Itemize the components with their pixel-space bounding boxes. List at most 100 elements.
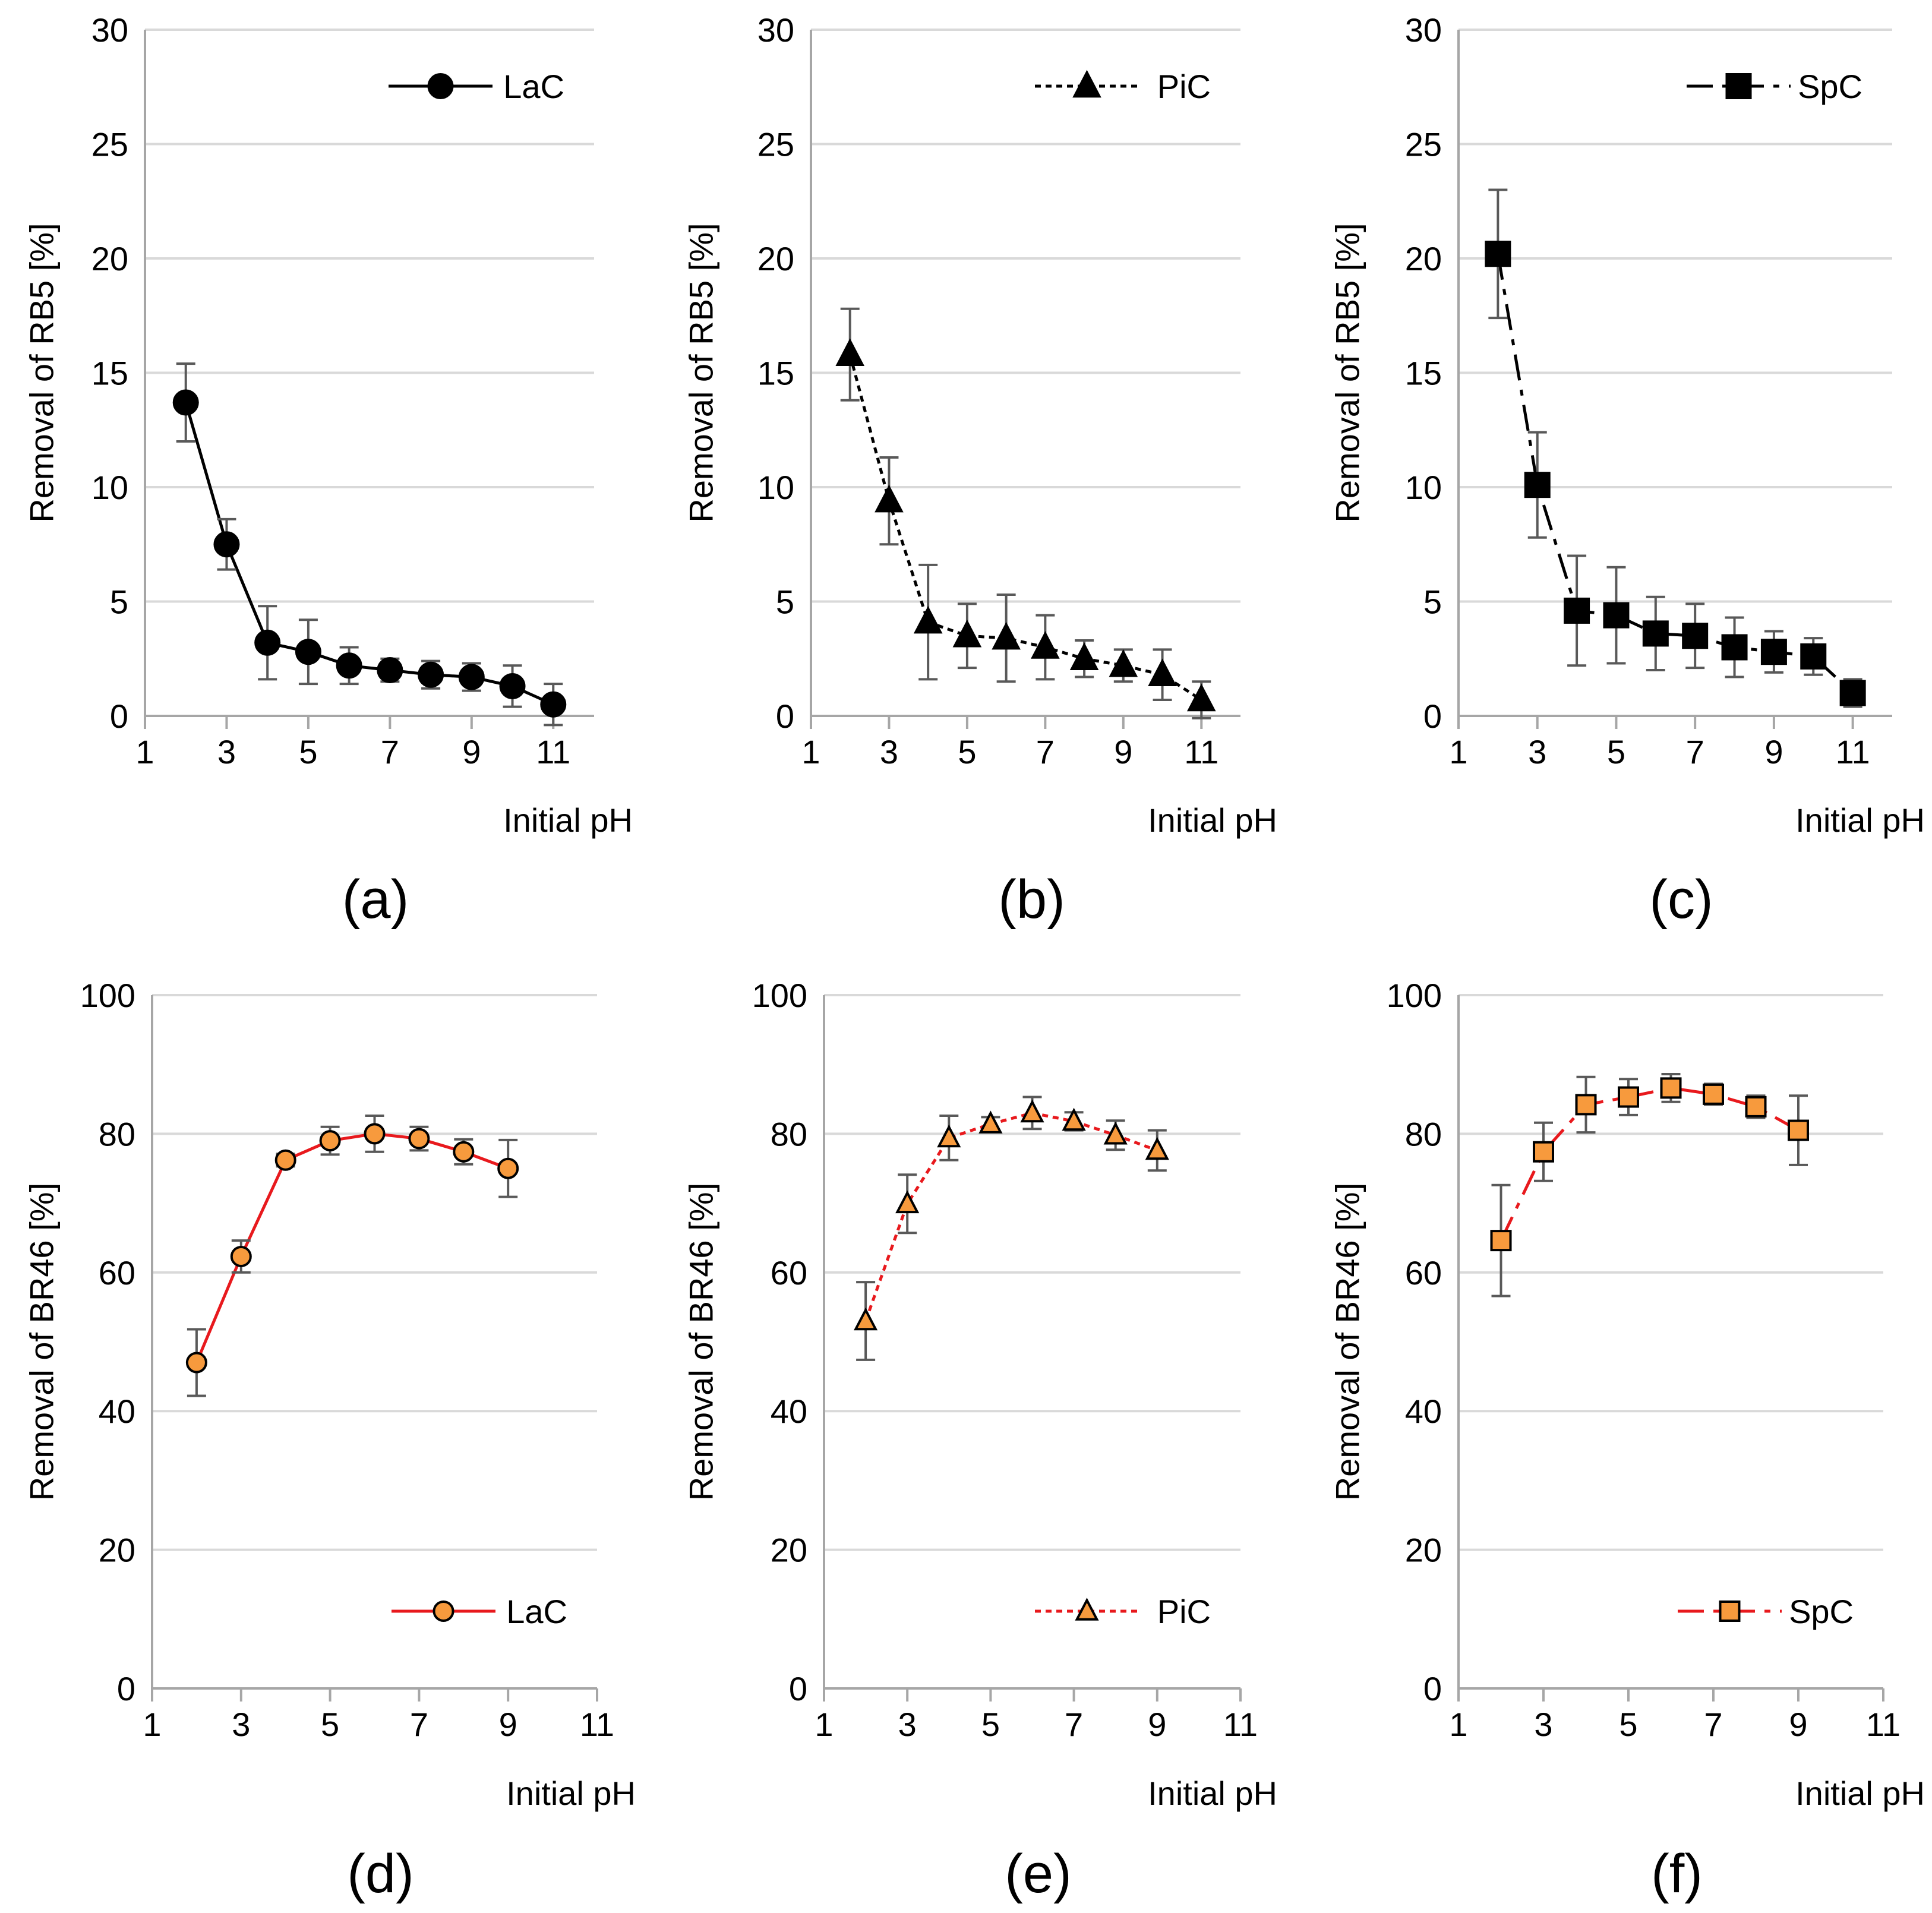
data-point [213,531,240,558]
y-tick-label: 40 [1405,1393,1442,1430]
data-point [1485,241,1511,267]
chart-panel-a: 0 5 10 15 20 25 30 1 3 5 7 9 11 Initial pH Removal of … [23,11,633,930]
legend: LaC [392,1593,567,1630]
x-tick-label: 3 [232,1706,250,1743]
y-tick-label: 30 [757,11,794,49]
x-axis-title: Initial pH [503,801,633,839]
data-point [185,1352,207,1374]
x-tick-label: 5 [981,1706,1000,1743]
data-point [499,673,526,699]
data-point [1603,602,1630,629]
data-point [1788,1119,1809,1141]
y-tick-label: 20 [1405,1532,1442,1569]
legend: SpC [1678,1593,1854,1630]
data-point [418,661,444,688]
data-point [1103,1122,1128,1145]
data-point [377,657,403,683]
x-tick-label: 1 [1449,733,1467,771]
legend-label: PiC [1157,68,1211,105]
x-tick-label: 9 [1148,1706,1166,1743]
x-axis-title: Initial pH [1148,1775,1277,1812]
x-tick-label: 7 [410,1706,428,1743]
x-tick-label: 9 [1764,733,1783,771]
y-tick-label: 15 [757,355,794,392]
y-tick-label: 10 [1405,469,1442,506]
x-tick-label: 11 [1836,733,1870,771]
data-point [540,691,567,718]
data-point [319,1130,341,1152]
x-tick-label: 3 [1534,1706,1552,1743]
y-tick-label: 0 [776,697,794,735]
data-point [1031,631,1060,659]
legend: LaC [389,68,564,105]
panel-label: (b) [998,869,1065,930]
x-tick-label: 11 [1223,1706,1258,1743]
data-point [1660,1077,1682,1099]
y-tick-label: 20 [91,240,128,277]
y-tick-label: 30 [1405,11,1442,49]
y-tick-label: 0 [117,1670,135,1707]
x-tick-label: 3 [880,733,898,771]
legend-marker [1719,1601,1741,1622]
y-tick-label: 15 [91,355,128,392]
data-point [1839,680,1866,706]
data-point [497,1157,519,1179]
x-tick-label: 3 [217,733,236,771]
data-point [1564,597,1590,624]
x-tick-label: 1 [135,733,154,771]
legend-marker [433,1601,454,1622]
x-tick-label: 1 [1449,1706,1467,1743]
x-tick-label: 7 [1686,733,1704,771]
y-tick-label: 100 [80,977,135,1014]
y-tick-label: 100 [752,977,807,1014]
data-point [230,1245,252,1267]
y-tick-label: 20 [1405,240,1442,277]
data-point [364,1123,386,1145]
legend-label: SpC [1798,68,1862,105]
x-tick-label: 11 [1184,733,1218,771]
y-tick-label: 60 [99,1254,135,1292]
data-point [992,621,1021,650]
x-tick-label: 11 [580,1706,614,1743]
data-point [1186,683,1216,712]
y-tick-label: 25 [91,126,128,163]
y-axis-title: Removal of RB5 [%] [683,223,720,522]
y-tick-label: 80 [771,1115,807,1153]
y-tick-label: 40 [99,1393,135,1430]
x-tick-label: 5 [1607,733,1625,771]
data-point [913,605,943,634]
series-line-LaC [184,402,554,706]
x-tick-label: 7 [1704,1706,1722,1743]
panel-label: (c) [1649,869,1713,930]
chart-panel-d: 0 20 40 60 80 100 1 3 5 7 9 11 Initial pH Removal of … [23,977,636,1904]
data-point [952,619,982,648]
x-tick-label: 5 [1619,1706,1637,1743]
x-tick-label: 9 [499,1706,517,1743]
chart-panel-c: 0 5 10 15 20 25 30 1 3 5 7 9 11 Initial pH Removal of … [1329,11,1925,930]
x-tick-label: 11 [536,733,570,771]
x-tick-label: 1 [143,1706,161,1743]
legend-label: SpC [1789,1593,1854,1630]
legend-label: LaC [506,1593,567,1630]
data-point [1575,1094,1597,1116]
data-point [1533,1141,1554,1163]
y-tick-label: 80 [99,1115,135,1153]
y-tick-label: 5 [110,583,128,621]
y-tick-label: 30 [91,11,128,49]
x-tick-label: 9 [1789,1706,1807,1743]
data-point [458,664,485,690]
y-tick-label: 20 [99,1532,135,1569]
y-tick-label: 20 [757,240,794,277]
y-axis-title: Removal of BR46 [%] [683,1183,720,1501]
y-axis-title: Removal of RB5 [%] [1329,223,1366,522]
panel-label: (f) [1651,1843,1703,1904]
chart-panel-f: 0 20 40 60 80 100 1 3 5 7 9 11 Initial pH Removal of … [1329,977,1925,1904]
y-tick-label: 0 [110,697,128,735]
panel-label: (e) [1005,1843,1071,1904]
y-tick-label: 20 [771,1532,807,1569]
y-tick-label: 5 [1423,583,1442,621]
data-point [1145,1137,1169,1160]
y-tick-label: 100 [1387,977,1442,1014]
panel-label: (d) [347,1843,413,1904]
